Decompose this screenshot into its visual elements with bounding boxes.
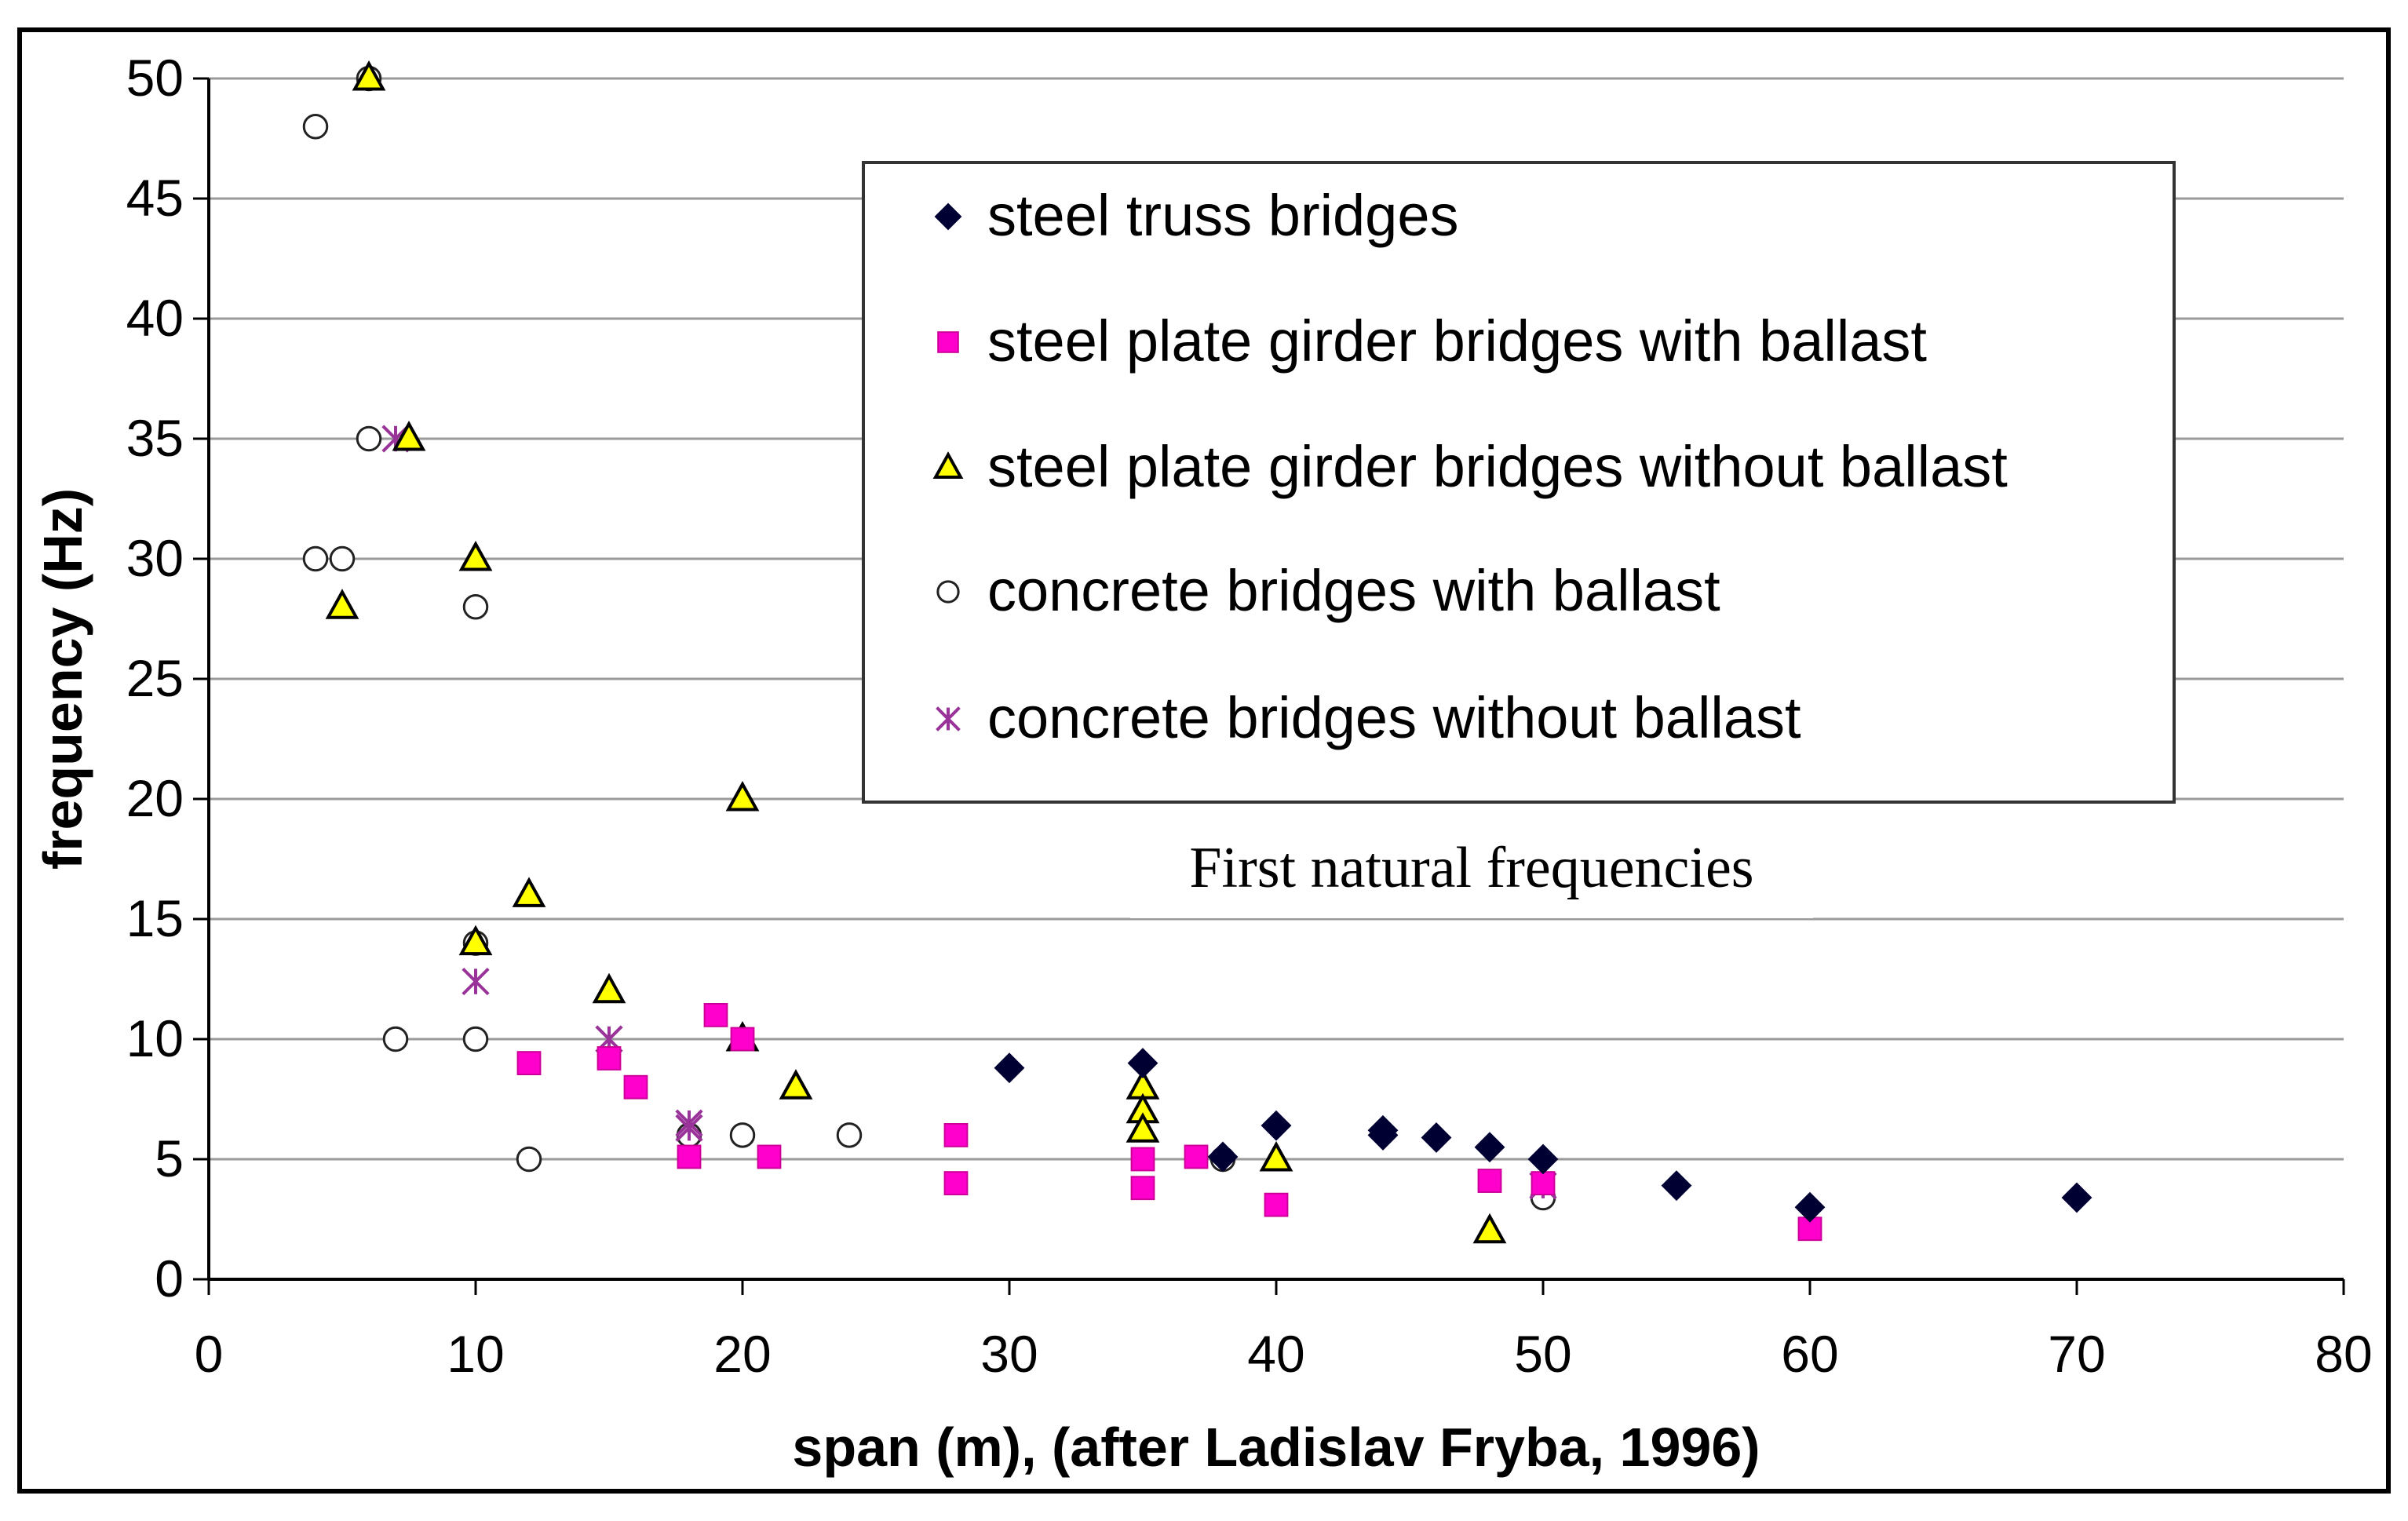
data-point-square <box>943 1171 969 1195</box>
tick-labels: 0 5 10 15 20 25 30 35 40 45 50 0 10 20 30 40 50 60 70 80 <box>126 49 2373 1383</box>
data-point-square <box>1130 1176 1155 1201</box>
legend-label: steel plate girder bridges without balla… <box>987 434 2008 499</box>
x-axis-title: span (m), (after Ladislav Fryba, 1996) <box>792 1417 1760 1478</box>
x-tick-label: 60 <box>1781 1325 1838 1383</box>
data-point-square <box>1797 1216 1822 1242</box>
legend-label: steel plate girder bridges with ballast <box>987 308 1927 374</box>
legend-marker-circle <box>936 580 960 604</box>
annotation-text: First natural frequencies <box>1189 836 1753 900</box>
x-tick-label: 10 <box>447 1325 504 1383</box>
data-point-square <box>516 1051 542 1075</box>
legend-marker-diamond <box>934 202 962 231</box>
data-point-square <box>730 1027 755 1052</box>
data-point-circle <box>329 545 356 572</box>
data-point-circle <box>516 1146 542 1173</box>
data-point-square <box>597 1046 622 1071</box>
data-point-square <box>1130 1147 1155 1172</box>
data-point-diamond <box>1127 1048 1158 1079</box>
y-tick-label: 15 <box>126 889 184 947</box>
data-point-square <box>703 1003 728 1027</box>
annotation-box: First natural frequencies <box>1130 832 1813 918</box>
legend-label: steel truss bridges <box>987 183 1459 248</box>
data-point-square <box>623 1074 648 1100</box>
legend-marker-square <box>937 331 959 353</box>
legend-marker-triangle <box>932 451 964 479</box>
data-point-triangle <box>725 780 760 812</box>
y-tick-label: 40 <box>126 289 184 347</box>
x-tick-label: 20 <box>713 1325 771 1383</box>
data-point-diamond <box>1474 1132 1505 1163</box>
data-point-diamond <box>2061 1182 2092 1213</box>
y-tick-label: 25 <box>126 649 184 707</box>
legend-label: concrete bridges without ballast <box>987 685 1801 750</box>
data-point-circle <box>462 1026 489 1052</box>
legend-label: concrete bridges with ballast <box>987 558 1720 623</box>
y-axis-title: frequency (Hz) <box>32 488 93 870</box>
y-tick-label: 5 <box>155 1129 184 1187</box>
data-point-circle <box>729 1122 756 1148</box>
data-point-diamond <box>1421 1122 1452 1153</box>
y-tick-label: 0 <box>155 1249 184 1308</box>
data-point-diamond <box>1794 1191 1826 1223</box>
data-point-triangle <box>512 877 546 907</box>
data-point-square <box>1477 1169 1502 1193</box>
data-point-triangle <box>325 589 359 619</box>
data-point-square <box>1184 1144 1209 1169</box>
data-point-square <box>943 1123 969 1147</box>
data-point-triangle <box>458 540 493 571</box>
data-point-circle <box>382 1026 409 1052</box>
data-point-asterisk <box>462 967 490 996</box>
x-tick-label: 40 <box>1247 1325 1304 1383</box>
data-point-diamond <box>1261 1110 1292 1141</box>
legend-marker-asterisk <box>936 706 961 731</box>
data-point-triangle <box>392 420 426 451</box>
data-point-square <box>677 1144 702 1169</box>
data-point-circle <box>356 425 382 452</box>
y-tick-label: 45 <box>126 169 184 227</box>
data-point-triangle <box>779 1069 813 1100</box>
data-point-triangle <box>458 925 493 956</box>
y-tick-label: 50 <box>126 49 184 107</box>
data-point-triangle <box>1472 1213 1507 1244</box>
data-point-square <box>1531 1171 1556 1195</box>
data-point-diamond <box>1207 1141 1239 1173</box>
data-point-diamond <box>1527 1143 1559 1175</box>
data-point-circle <box>302 113 329 140</box>
data-point-circle <box>302 545 329 572</box>
data-point-triangle <box>592 972 626 1004</box>
data-point-triangle <box>1259 1140 1293 1172</box>
annotation-background <box>1130 832 1813 918</box>
data-point-diamond <box>1367 1119 1399 1151</box>
x-tick-label: 50 <box>1514 1325 1571 1383</box>
x-tick-label: 0 <box>195 1325 224 1383</box>
x-tick-label: 80 <box>2315 1325 2372 1383</box>
data-point-diamond <box>1661 1170 1692 1202</box>
data-point-triangle <box>1126 1112 1160 1143</box>
data-point-square <box>757 1144 782 1169</box>
data-point-square <box>1264 1192 1289 1217</box>
data-point-circle <box>836 1122 863 1148</box>
y-tick-label: 35 <box>126 409 184 467</box>
data-point-circle <box>462 593 489 620</box>
data-point-diamond <box>994 1052 1025 1084</box>
data-points <box>302 60 2092 1244</box>
legend: steel truss bridges steel plate girder br… <box>862 161 2176 804</box>
legend-box <box>862 161 2176 804</box>
data-point-asterisk <box>675 1114 703 1142</box>
y-tick-label: 20 <box>126 769 184 827</box>
x-tick-label: 30 <box>980 1325 1038 1383</box>
y-tick-label: 10 <box>126 1009 184 1067</box>
y-tick-label: 30 <box>126 529 184 587</box>
data-point-triangle <box>352 60 386 91</box>
x-tick-label: 70 <box>2048 1325 2105 1383</box>
